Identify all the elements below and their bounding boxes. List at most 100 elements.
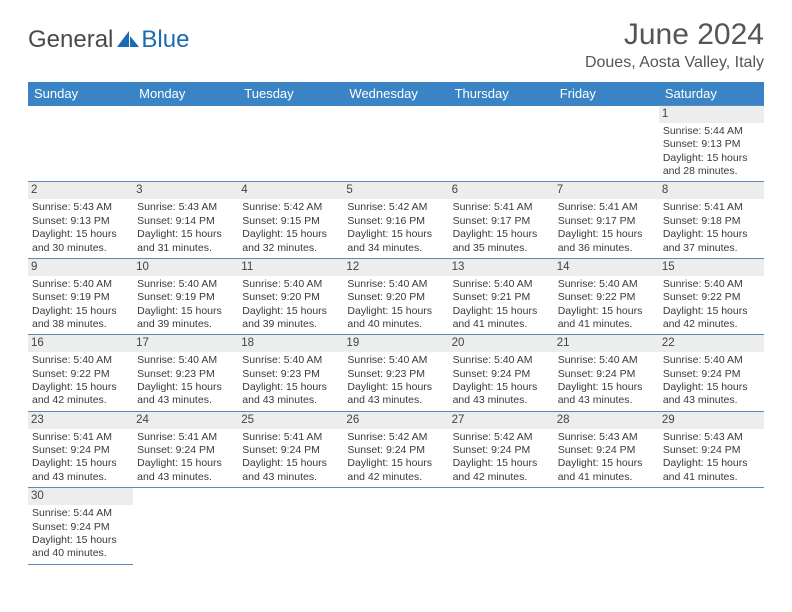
day-details: Sunrise: 5:40 AMSunset: 9:22 PMDaylight:…: [663, 278, 760, 332]
calendar-week: 1 Sunrise: 5:44 AMSunset: 9:13 PMDaylight…: [28, 106, 764, 182]
title-block: June 2024 Doues, Aosta Valley, Italy: [585, 18, 764, 72]
day-number: 7: [554, 182, 659, 199]
calendar-cell: 21Sunrise: 5:40 AMSunset: 9:24 PMDayligh…: [554, 335, 659, 411]
day-details: Sunrise: 5:41 AMSunset: 9:17 PMDaylight:…: [453, 201, 550, 255]
calendar-week: 23 Sunrise: 5:41 AMSunset: 9:24 PMDayligh…: [28, 411, 764, 487]
day-details: Sunrise: 5:40 AMSunset: 9:23 PMDaylight:…: [242, 354, 339, 408]
day-details: Sunrise: 5:40 AMSunset: 9:22 PMDaylight:…: [32, 354, 129, 408]
calendar-cell: 28 Sunrise: 5:43 AMSunset: 9:24 PMDayligh…: [554, 411, 659, 487]
day-number: 26: [343, 412, 448, 429]
calendar-cell: 18 Sunrise: 5:40 AMSunset: 9:23 PMDayligh…: [238, 335, 343, 411]
day-details: Sunrise: 5:41 AMSunset: 9:24 PMDaylight:…: [242, 431, 339, 485]
calendar-week: 9 Sunrise: 5:40 AMSunset: 9:19 PMDaylight…: [28, 258, 764, 334]
day-number: 10: [133, 259, 238, 276]
calendar-cell: 26 Sunrise: 5:42 AMSunset: 9:24 PMDayligh…: [343, 411, 448, 487]
day-details: Sunrise: 5:44 AMSunset: 9:13 PMDaylight:…: [663, 125, 760, 179]
day-details: Sunrise: 5:43 AMSunset: 9:14 PMDaylight:…: [137, 201, 234, 255]
calendar-cell: 20 Sunrise: 5:40 AMSunset: 9:24 PMDayligh…: [449, 335, 554, 411]
day-number: 4: [238, 182, 343, 199]
calendar-cell: 8 Sunrise: 5:41 AMSunset: 9:18 PMDaylight…: [659, 182, 764, 258]
day-number: 21: [554, 335, 659, 352]
calendar-week: 16Sunrise: 5:40 AMSunset: 9:22 PMDayligh…: [28, 335, 764, 411]
calendar-cell: 13 Sunrise: 5:40 AMSunset: 9:21 PMDayligh…: [449, 258, 554, 334]
calendar-cell: 29Sunrise: 5:43 AMSunset: 9:24 PMDayligh…: [659, 411, 764, 487]
logo-text-2: Blue: [141, 26, 189, 54]
day-details: Sunrise: 5:42 AMSunset: 9:24 PMDaylight:…: [347, 431, 444, 485]
day-header: Wednesday: [343, 82, 448, 106]
day-details: Sunrise: 5:40 AMSunset: 9:23 PMDaylight:…: [347, 354, 444, 408]
calendar-cell: 17Sunrise: 5:40 AMSunset: 9:23 PMDayligh…: [133, 335, 238, 411]
logo-sail-icon: [115, 28, 141, 48]
calendar-cell: 30 Sunrise: 5:44 AMSunset: 9:24 PMDayligh…: [28, 488, 133, 564]
day-number: 12: [343, 259, 448, 276]
calendar-cell: 24Sunrise: 5:41 AMSunset: 9:24 PMDayligh…: [133, 411, 238, 487]
day-number: 20: [449, 335, 554, 352]
calendar-week: 2 Sunrise: 5:43 AMSunset: 9:13 PMDaylight…: [28, 182, 764, 258]
calendar-cell: [554, 106, 659, 182]
calendar-cell: 27Sunrise: 5:42 AMSunset: 9:24 PMDayligh…: [449, 411, 554, 487]
logo-text-1: General: [28, 26, 113, 54]
day-number: 23: [28, 412, 133, 429]
calendar-cell: 12Sunrise: 5:40 AMSunset: 9:20 PMDayligh…: [343, 258, 448, 334]
calendar-week: 30 Sunrise: 5:44 AMSunset: 9:24 PMDayligh…: [28, 488, 764, 564]
day-details: Sunrise: 5:41 AMSunset: 9:18 PMDaylight:…: [663, 201, 760, 255]
day-details: Sunrise: 5:40 AMSunset: 9:20 PMDaylight:…: [242, 278, 339, 332]
calendar-cell: 23 Sunrise: 5:41 AMSunset: 9:24 PMDayligh…: [28, 411, 133, 487]
day-details: Sunrise: 5:40 AMSunset: 9:22 PMDaylight:…: [558, 278, 655, 332]
calendar-body: 1 Sunrise: 5:44 AMSunset: 9:13 PMDaylight…: [28, 106, 764, 565]
day-header: Tuesday: [238, 82, 343, 106]
day-number: 25: [238, 412, 343, 429]
calendar-cell: [449, 488, 554, 564]
calendar-cell: 25 Sunrise: 5:41 AMSunset: 9:24 PMDayligh…: [238, 411, 343, 487]
day-details: Sunrise: 5:42 AMSunset: 9:16 PMDaylight:…: [347, 201, 444, 255]
calendar-cell: [238, 488, 343, 564]
day-details: Sunrise: 5:41 AMSunset: 9:17 PMDaylight:…: [558, 201, 655, 255]
day-details: Sunrise: 5:42 AMSunset: 9:15 PMDaylight:…: [242, 201, 339, 255]
calendar-cell: [343, 106, 448, 182]
day-number: 19: [343, 335, 448, 352]
day-number: 2: [28, 182, 133, 199]
calendar-cell: 1 Sunrise: 5:44 AMSunset: 9:13 PMDaylight…: [659, 106, 764, 182]
calendar-cell: [449, 106, 554, 182]
calendar-cell: 22 Sunrise: 5:40 AMSunset: 9:24 PMDayligh…: [659, 335, 764, 411]
day-details: Sunrise: 5:43 AMSunset: 9:24 PMDaylight:…: [558, 431, 655, 485]
calendar-cell: [659, 488, 764, 564]
calendar-cell: [133, 488, 238, 564]
day-header: Sunday: [28, 82, 133, 106]
day-number: 18: [238, 335, 343, 352]
day-details: Sunrise: 5:40 AMSunset: 9:24 PMDaylight:…: [453, 354, 550, 408]
calendar-head: SundayMondayTuesdayWednesdayThursdayFrid…: [28, 82, 764, 106]
calendar-cell: 11Sunrise: 5:40 AMSunset: 9:20 PMDayligh…: [238, 258, 343, 334]
day-number: 28: [554, 412, 659, 429]
calendar-cell: 19 Sunrise: 5:40 AMSunset: 9:23 PMDayligh…: [343, 335, 448, 411]
day-number: 1: [659, 106, 764, 123]
calendar-cell: [554, 488, 659, 564]
day-details: Sunrise: 5:43 AMSunset: 9:24 PMDaylight:…: [663, 431, 760, 485]
day-number: 13: [449, 259, 554, 276]
day-header: Friday: [554, 82, 659, 106]
day-details: Sunrise: 5:44 AMSunset: 9:24 PMDaylight:…: [32, 507, 129, 561]
day-number: 5: [343, 182, 448, 199]
day-number: 9: [28, 259, 133, 276]
location: Doues, Aosta Valley, Italy: [585, 54, 764, 72]
day-details: Sunrise: 5:41 AMSunset: 9:24 PMDaylight:…: [32, 431, 129, 485]
day-details: Sunrise: 5:42 AMSunset: 9:24 PMDaylight:…: [453, 431, 550, 485]
logo: General Blue: [28, 26, 189, 54]
calendar-cell: [28, 106, 133, 182]
day-number: 30: [28, 488, 133, 505]
day-details: Sunrise: 5:43 AMSunset: 9:13 PMDaylight:…: [32, 201, 129, 255]
day-details: Sunrise: 5:40 AMSunset: 9:24 PMDaylight:…: [663, 354, 760, 408]
calendar-cell: [133, 106, 238, 182]
day-number: 8: [659, 182, 764, 199]
calendar-cell: 10Sunrise: 5:40 AMSunset: 9:19 PMDayligh…: [133, 258, 238, 334]
calendar-cell: 14Sunrise: 5:40 AMSunset: 9:22 PMDayligh…: [554, 258, 659, 334]
calendar-cell: 15Sunrise: 5:40 AMSunset: 9:22 PMDayligh…: [659, 258, 764, 334]
calendar-cell: [238, 106, 343, 182]
calendar-table: SundayMondayTuesdayWednesdayThursdayFrid…: [28, 82, 764, 565]
day-details: Sunrise: 5:40 AMSunset: 9:19 PMDaylight:…: [32, 278, 129, 332]
header: General Blue June 2024 Doues, Aosta Vall…: [0, 0, 792, 76]
page-title: June 2024: [585, 18, 764, 52]
day-details: Sunrise: 5:40 AMSunset: 9:21 PMDaylight:…: [453, 278, 550, 332]
day-number: 22: [659, 335, 764, 352]
calendar-cell: 5 Sunrise: 5:42 AMSunset: 9:16 PMDaylight…: [343, 182, 448, 258]
